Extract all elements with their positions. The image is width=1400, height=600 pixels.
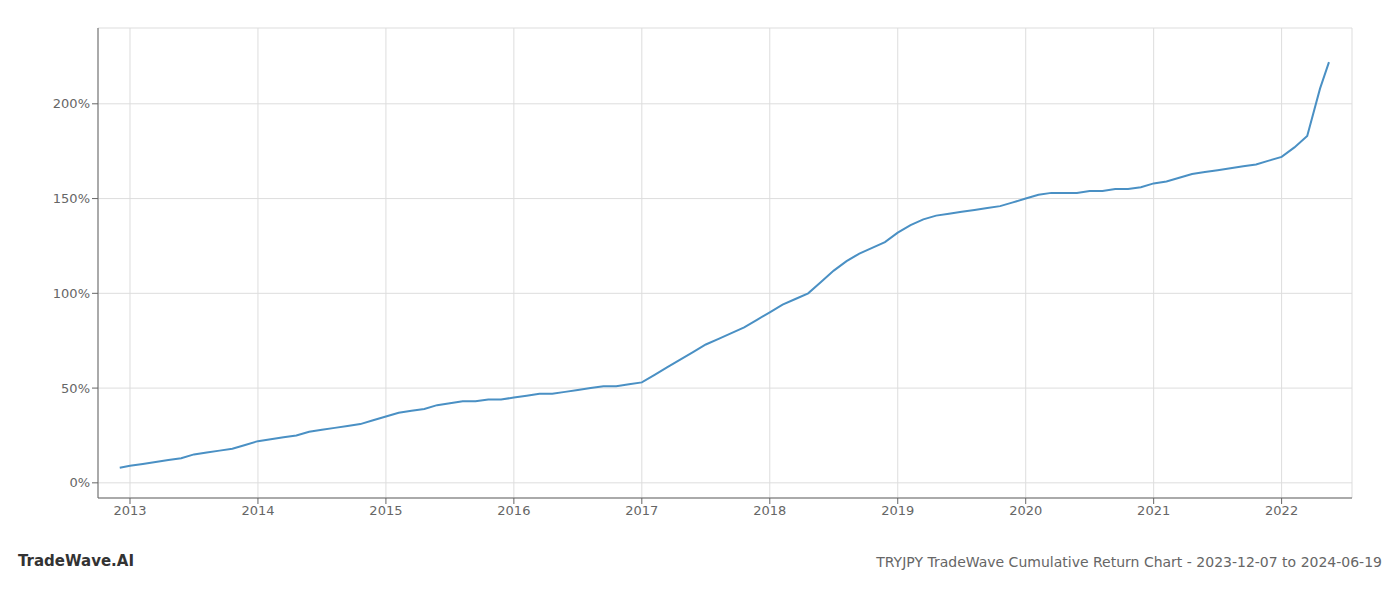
svg-text:200%: 200%	[53, 96, 90, 111]
html-text:TradeWave.AI: TradeWave.AI	[18, 552, 134, 570]
svg-text:2019: 2019	[881, 503, 914, 518]
svg-text:2016: 2016	[497, 503, 530, 518]
svg-text:2017: 2017	[625, 503, 658, 518]
svg-text:150%: 150%	[53, 191, 90, 206]
svg-text:100%: 100%	[53, 286, 90, 301]
svg-text:2021: 2021	[1137, 503, 1170, 518]
svg-text:2015: 2015	[369, 503, 402, 518]
svg-text:0%: 0%	[69, 475, 90, 490]
svg-text:2014: 2014	[241, 503, 274, 518]
svg-text:50%: 50%	[61, 381, 90, 396]
svg-text:2013: 2013	[113, 503, 146, 518]
html-text:TRYJPY TradeWave Cumulative Re: TRYJPY TradeWave Cumulative Return Chart…	[876, 554, 1382, 570]
svg-text:2020: 2020	[1009, 503, 1042, 518]
svg-text:2022: 2022	[1265, 503, 1298, 518]
svg-text:2018: 2018	[753, 503, 786, 518]
